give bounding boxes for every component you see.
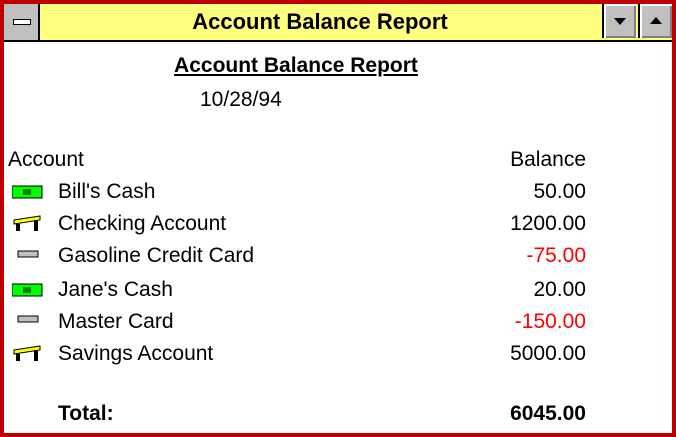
account-balance: 20.00 (533, 278, 586, 301)
account-name: Checking Account (58, 212, 227, 235)
account-name: Master Card (58, 310, 174, 333)
control-menu[interactable] (4, 4, 40, 40)
account-balance: -75.00 (526, 244, 586, 267)
report-title: Account Balance Report (174, 54, 418, 77)
account-name: Savings Account (58, 342, 214, 365)
title-bar: Account Balance Report (4, 4, 672, 42)
cash-icon (12, 185, 43, 199)
account-name: Jane's Cash (58, 278, 173, 301)
maximize-button[interactable] (638, 4, 672, 38)
account-balance: 1200.00 (510, 212, 586, 235)
total-value: 6045.00 (510, 402, 586, 425)
bank-icon (13, 215, 41, 231)
account-balance: 50.00 (533, 180, 586, 203)
bank-icon (13, 345, 41, 361)
column-header: Balance (510, 148, 586, 171)
account-name: Gasoline Credit Card (58, 244, 255, 267)
total-label: Total: (58, 402, 114, 425)
card-icon (17, 315, 39, 323)
account-balance: -150.00 (514, 310, 586, 333)
minimize-button[interactable] (602, 4, 636, 38)
column-header: Account (8, 148, 84, 171)
cash-icon (12, 283, 43, 297)
window-title: Account Balance Report (192, 9, 448, 34)
report-date: 10/28/94 (200, 88, 282, 111)
account-name: Bill's Cash (58, 180, 156, 203)
card-icon (17, 250, 39, 258)
account-balance: 5000.00 (510, 342, 586, 365)
